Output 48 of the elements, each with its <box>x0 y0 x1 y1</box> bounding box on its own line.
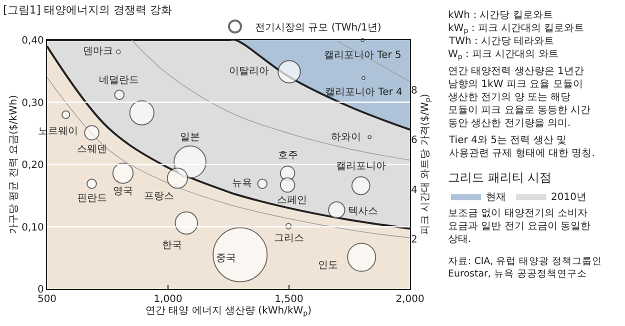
y-tick-label: 0,20 <box>22 160 44 171</box>
annotation: 일본 <box>180 132 200 143</box>
annotation: 네덜란드 <box>99 75 139 86</box>
annotation: 뉴욕 <box>232 178 252 189</box>
y-tick-label: 0,10 <box>22 222 44 234</box>
x-tick-label: 1,500 <box>274 294 304 306</box>
annotation: 핀란드 <box>77 193 107 204</box>
annotation: 스웨덴 <box>77 144 107 155</box>
annotation: 한국 <box>162 240 182 251</box>
annotation: 캘리포니아 <box>336 161 386 172</box>
x-axis-title: 연간 태양 에너지 생산량 (kWh/kW$_{p}$) <box>145 306 312 318</box>
annotation: 캘리포니아 Ter 4 <box>325 87 402 98</box>
text: 연간 태양전력 생산량은 1년간 남향의 1kW 피크 요율 모듈이 생산한 전기의 양 또는 해당 모듈이 피크 요율로 동등한 시간 동안 생산한 전기량을 의미. <box>448 66 591 129</box>
annotation: 하와이 <box>331 132 361 143</box>
chart-title: [그림1] 태양에너지의 경쟁력 강화 <box>3 4 172 17</box>
annotation: 캘리포니아 Ter 5 <box>324 50 402 61</box>
text: TWh : 시간당 테라와트 <box>448 36 554 47</box>
y-tick-label: 0,40 <box>22 36 44 46</box>
legend-label: 전기시장의 규모 (TWh/1년) <box>255 22 382 34</box>
text: 보조금 없이 태양전기의 소비자 요금과 일반 전기 요금이 동일한 상태. <box>448 208 591 245</box>
annotation: 인도 <box>318 260 338 271</box>
text: W$_{p}$ : 피크 시간대의 와트 <box>448 49 558 62</box>
annotation: 그리스 <box>274 233 304 244</box>
y2-tick-label: 6 <box>411 135 418 146</box>
y2-tick-label: 2 <box>411 234 418 246</box>
text: Tier 4와 5는 전력 생산 및 사용관련 규제 형태에 대한 명칭. <box>448 135 595 159</box>
x-tick-label: 1,000 <box>154 294 182 306</box>
annotation: 호주 <box>278 150 298 161</box>
text: kW$_{p}$ : 피크 시간대의 킬로와트 <box>448 23 584 36</box>
annotation: 영국 <box>113 186 133 197</box>
y-tick-label: 0 <box>38 284 44 296</box>
annotation: 덴마크 <box>83 46 113 57</box>
text: 자료: CIA, 유럽 태양광 정책그룹인 Eurostar, 뉴욕 공공정책연구소 <box>448 256 602 280</box>
annotation: 중국 <box>216 253 236 264</box>
annotation: 텍사스 <box>348 206 378 217</box>
text: kWh : 시간당 킬로와트 <box>448 10 553 21</box>
y-axis-title: 가구당 평균 전력 요금($/kWh) <box>8 94 20 234</box>
annotation: 프랑스 <box>144 191 174 202</box>
x-tick-label: 2,000 <box>396 294 424 306</box>
y2-tick-label: 8 <box>411 85 418 96</box>
legend-label: 현재 <box>486 192 506 203</box>
y-tick-label: 0,30 <box>22 98 44 109</box>
y2-tick-label: 4 <box>411 184 418 196</box>
annotation: 이탈리아 <box>229 66 269 77</box>
legend-label: 2010년 <box>551 192 586 203</box>
x-tick-label: 500 <box>37 294 57 306</box>
legend-title: 그리드 패리티 시점 <box>448 170 552 185</box>
annotation: 스페인 <box>277 195 307 206</box>
